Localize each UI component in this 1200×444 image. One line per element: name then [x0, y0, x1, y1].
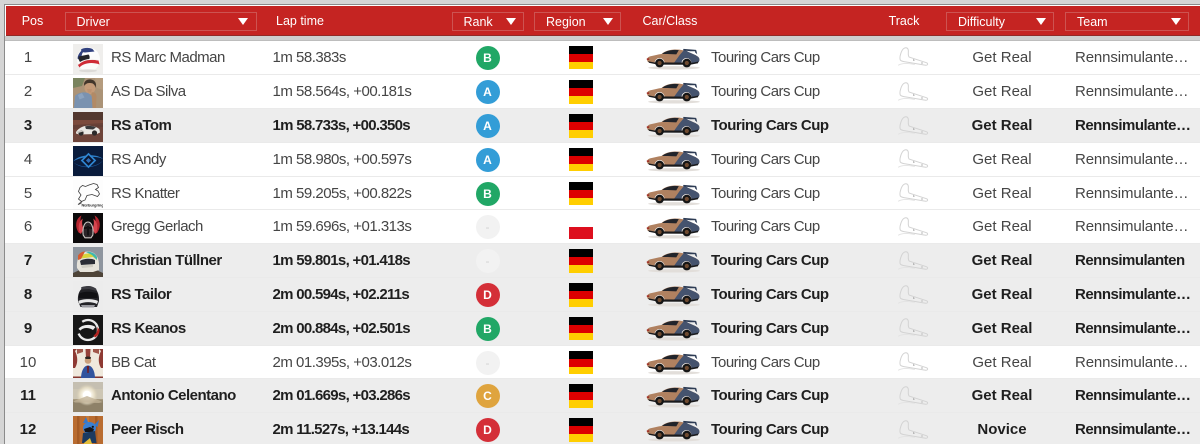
svg-text:Nürburgring: Nürburgring — [81, 203, 103, 207]
